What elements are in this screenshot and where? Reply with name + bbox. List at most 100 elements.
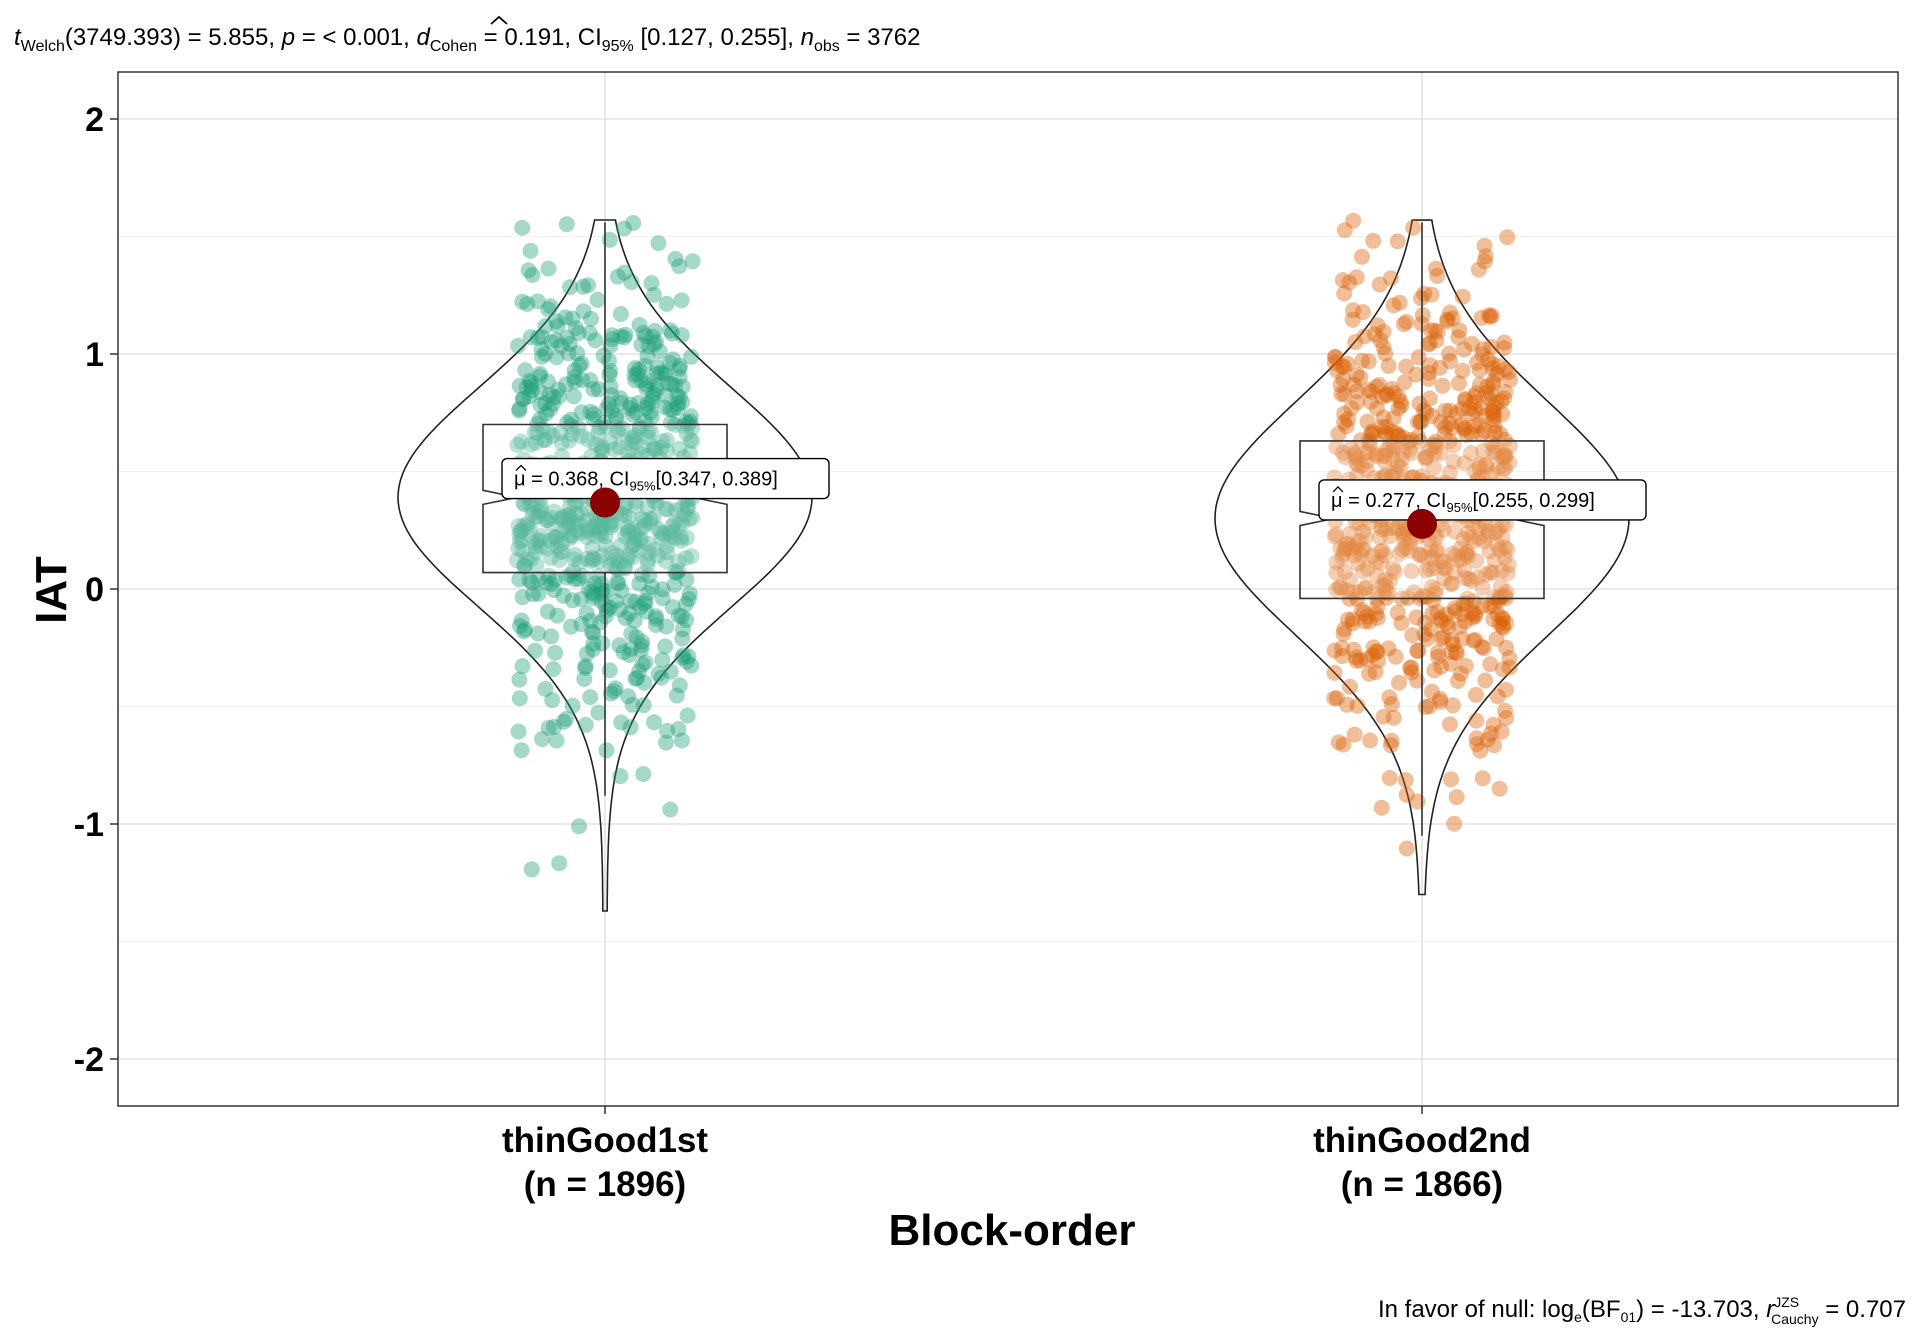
data-point [622, 719, 639, 736]
data-point [643, 511, 659, 527]
data-point [1360, 382, 1377, 398]
data-point [659, 544, 676, 561]
data-point [1344, 611, 1361, 628]
data-point [541, 401, 558, 418]
data-point [1383, 380, 1400, 397]
data-point [634, 633, 651, 650]
data-point [606, 552, 623, 568]
data-point [1362, 393, 1379, 410]
data-point [671, 369, 688, 385]
data-point [1429, 323, 1446, 340]
data-point [1469, 736, 1485, 753]
data-point [1486, 552, 1503, 569]
data-point [640, 536, 657, 552]
y-tick-label: -1 [74, 806, 104, 844]
data-point [1378, 520, 1395, 537]
data-point [1437, 560, 1454, 577]
data-point [1494, 406, 1511, 423]
data-point [530, 504, 547, 521]
data-point [673, 292, 690, 309]
data-point [1497, 516, 1514, 533]
data-point [1356, 541, 1373, 558]
data-point [1384, 519, 1401, 536]
data-point [677, 596, 694, 613]
data-point [662, 414, 679, 431]
data-point [534, 329, 551, 345]
data-point [670, 553, 687, 570]
data-point [631, 575, 648, 592]
data-point [1458, 546, 1475, 563]
data-point [564, 528, 580, 544]
data-point [1375, 339, 1392, 356]
data-point [523, 374, 540, 391]
data-point [605, 516, 622, 533]
data-point [1345, 302, 1362, 319]
data-point [664, 518, 681, 534]
data-point [587, 436, 604, 453]
data-point [1369, 609, 1386, 626]
data-point [1466, 463, 1483, 480]
data-point [1449, 673, 1466, 689]
data-point [1401, 441, 1418, 458]
data-point [1501, 650, 1518, 666]
data-point [1347, 334, 1364, 350]
data-point [616, 264, 633, 281]
data-point [1452, 540, 1469, 557]
data-point [616, 220, 632, 237]
data-point [1424, 549, 1441, 566]
data-point [1427, 322, 1443, 339]
data-point [1444, 636, 1461, 653]
data-point [1483, 307, 1500, 324]
data-point [585, 625, 602, 642]
data-point [1421, 357, 1438, 374]
data-point [626, 536, 643, 553]
data-point [1499, 229, 1516, 246]
data-point [558, 376, 575, 393]
data-point [595, 414, 612, 431]
data-point [593, 526, 610, 543]
data-point [1417, 449, 1434, 466]
data-point [641, 373, 658, 389]
data-point [1358, 453, 1375, 470]
data-point [582, 689, 599, 706]
data-point [585, 641, 601, 658]
data-point [519, 519, 536, 536]
data-point [1374, 542, 1391, 559]
data-point [1373, 519, 1390, 535]
data-point [1368, 378, 1385, 395]
data-point [1463, 405, 1480, 422]
data-point [624, 538, 640, 554]
data-point [1375, 409, 1392, 426]
data-point [573, 505, 590, 522]
data-point [1490, 358, 1507, 375]
data-point [639, 499, 656, 516]
data-point [1433, 630, 1450, 647]
data-point [640, 544, 656, 561]
data-point [1489, 688, 1506, 705]
data-point [1404, 627, 1421, 644]
y-tick-label: 0 [85, 571, 104, 609]
data-point [566, 369, 583, 386]
data-point [1427, 433, 1444, 450]
data-point [627, 529, 644, 546]
data-point [1397, 772, 1414, 789]
data-point [1365, 425, 1382, 442]
data-point [619, 547, 636, 564]
data-point [643, 408, 660, 425]
data-point [1394, 523, 1411, 540]
data-point [1482, 656, 1499, 673]
data-point [1427, 543, 1444, 560]
data-point [1420, 364, 1437, 381]
data-point [1477, 672, 1494, 689]
data-point [1358, 444, 1374, 461]
data-point [1330, 734, 1347, 751]
data-point [539, 373, 556, 390]
data-point [1389, 233, 1406, 250]
data-point [671, 677, 688, 694]
data-point [1446, 563, 1463, 580]
data-point [674, 621, 691, 638]
mu-hat-glyph [515, 464, 527, 471]
data-point [555, 587, 572, 604]
data-point [627, 372, 644, 389]
data-point [561, 498, 578, 515]
